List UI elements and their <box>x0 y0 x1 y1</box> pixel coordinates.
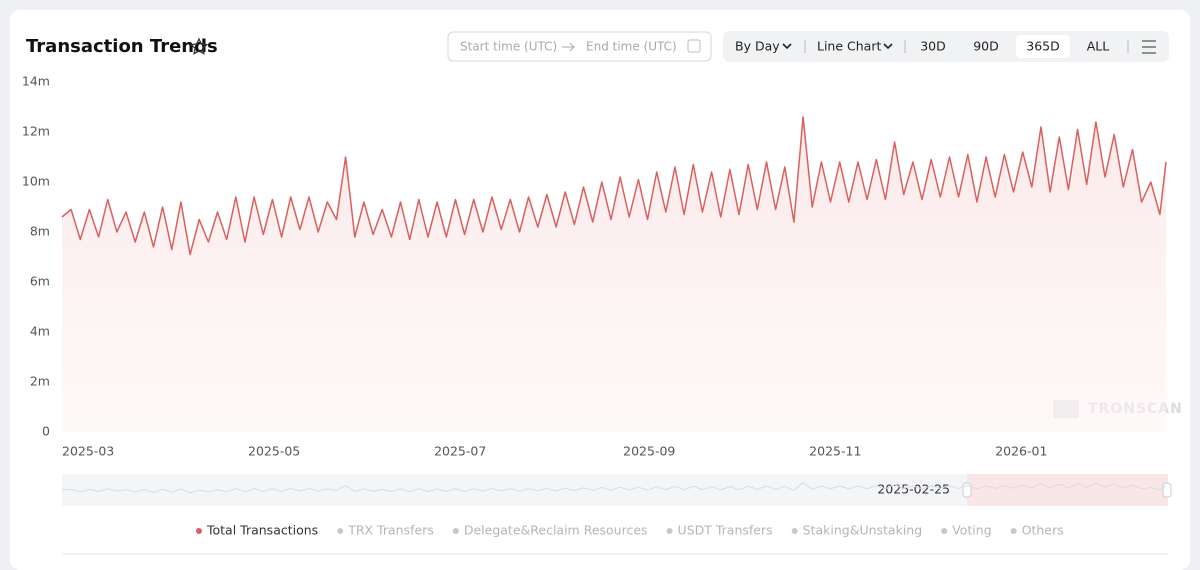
line <box>61 116 1167 256</box>
legend-marker <box>941 528 948 534</box>
y-tick-label: 0 <box>42 424 50 439</box>
legend-marker <box>666 528 673 534</box>
arrow-icon <box>562 42 575 52</box>
y-tick-label: 8m <box>30 224 50 239</box>
favorite-star[interactable] <box>189 37 209 55</box>
y-tick-label: 12m <box>22 124 50 139</box>
area <box>62 117 1166 432</box>
x-tick-label: 2025-09 <box>623 444 675 459</box>
calendar-icon[interactable] <box>687 39 701 53</box>
start-time[interactable]: Start time (UTC) <box>460 40 557 54</box>
navigator-date: 2025-02-25 <box>877 482 950 497</box>
menu-icon[interactable] <box>1142 40 1156 54</box>
navigator-handle[interactable] <box>962 482 972 498</box>
page: {"ui":{"start_time":"Start time (UTC)","… <box>10 10 1190 570</box>
legend-item[interactable]: Delegate&Reclaim Resources <box>464 523 648 538</box>
end-time[interactable]: End time (UTC) <box>586 40 677 54</box>
x-tick-label: 2025-11 <box>809 444 861 459</box>
legend-item[interactable]: Staking&Unstaking <box>803 523 923 538</box>
date-range[interactable] <box>447 31 712 62</box>
legend-item[interactable]: Others <box>1022 523 1064 538</box>
chart: Transaction Trends Start time (UTC) End … <box>22 31 1182 555</box>
range-button[interactable]: 30D <box>920 39 946 54</box>
navigator-handle[interactable] <box>1162 482 1172 498</box>
legend-marker <box>337 528 344 534</box>
legend-item[interactable]: Voting <box>952 523 991 538</box>
chevron <box>782 43 792 50</box>
x-tick-label: 2026-01 <box>995 444 1047 459</box>
y-tick-label: 10m <box>22 174 50 189</box>
range-button[interactable]: 90D <box>973 39 999 54</box>
navigator-line <box>61 481 1167 494</box>
interval-select[interactable]: By Day <box>735 39 780 54</box>
active-range-bg <box>1016 35 1070 58</box>
y-tick-label: 6m <box>30 274 50 289</box>
navigator-window[interactable] <box>967 474 1168 506</box>
y-tick-label: 14m <box>22 74 50 89</box>
chevron <box>883 43 893 50</box>
chart-kind-select[interactable]: Line Chart <box>817 39 881 54</box>
y-tick-label: 4m <box>30 324 50 339</box>
legend-marker <box>1010 528 1017 534</box>
range-button[interactable]: ALL <box>1087 39 1110 54</box>
chart-title: Transaction Trends <box>26 36 218 57</box>
x-tick-label: 2025-07 <box>434 444 486 459</box>
legend-marker <box>791 528 798 534</box>
legend-marker <box>196 528 202 534</box>
x-tick-label: 2025-05 <box>248 444 300 459</box>
y-tick-label: 2m <box>30 374 50 389</box>
legend-marker <box>452 528 459 534</box>
x-tick-label: 2025-03 <box>62 444 114 459</box>
legend-item[interactable]: USDT Transfers <box>678 523 773 538</box>
legend-item[interactable]: Total Transactions <box>206 523 318 538</box>
legend-item[interactable]: TRX Transfers <box>347 523 434 538</box>
range-button[interactable]: 365D <box>1026 39 1059 54</box>
